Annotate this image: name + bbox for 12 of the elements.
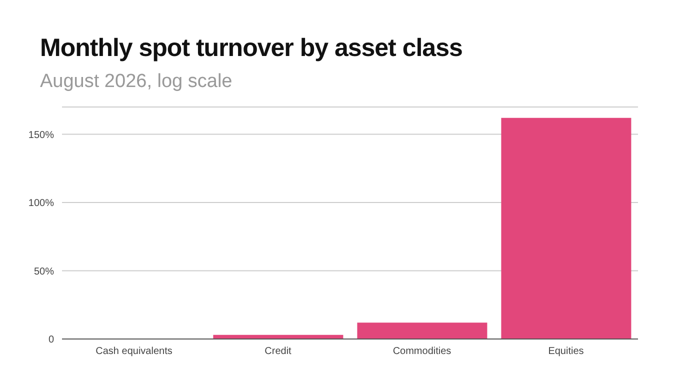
bar: [357, 322, 488, 339]
chart-title: Monthly spot turnover by asset class: [39, 33, 464, 63]
x-tick-label: Commodities: [392, 346, 452, 358]
bar: [501, 118, 632, 339]
y-tick-label: 50%: [34, 266, 54, 278]
chart-subtitle: August 2026, log scale: [39, 70, 234, 93]
x-tick-label: Cash equivalents: [96, 346, 172, 358]
y-tick-label: 0: [48, 334, 54, 346]
y-tick-label: 100%: [28, 198, 54, 210]
y-tick-label: 150%: [28, 130, 54, 141]
x-tick-label: Credit: [264, 346, 292, 358]
x-tick-label: Equities: [548, 346, 584, 358]
